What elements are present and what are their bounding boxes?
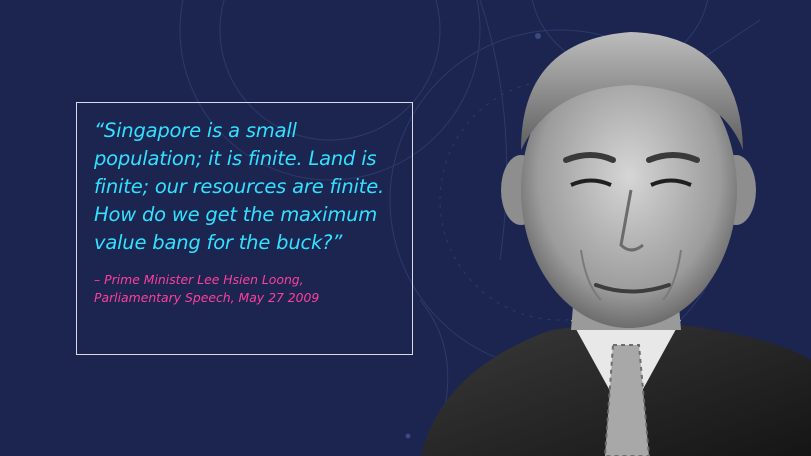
- quote-text: “Singapore is a small population; it is …: [94, 119, 384, 254]
- attribution-line-2: Parliamentary Speech, May 27 2009: [94, 290, 320, 305]
- attribution-line-1: – Prime Minister Lee Hsien Loong,: [94, 272, 304, 287]
- quote-attribution: – Prime Minister Lee Hsien Loong, Parlia…: [94, 271, 398, 307]
- portrait-photo-icon: [421, 32, 811, 456]
- quote-box: “Singapore is a small population; it is …: [76, 102, 413, 355]
